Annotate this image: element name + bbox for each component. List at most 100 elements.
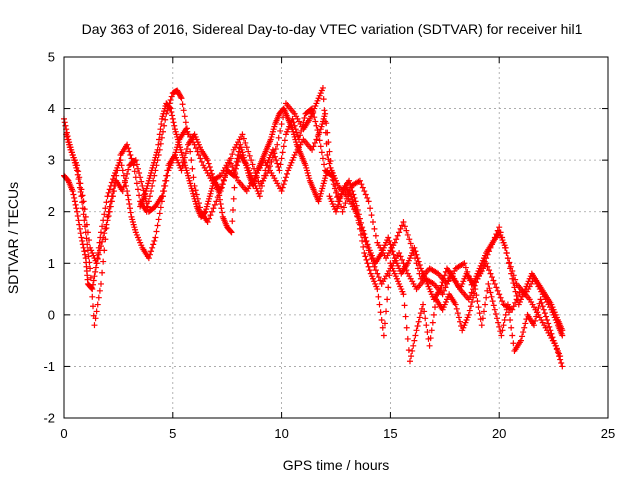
data-point xyxy=(326,148,333,155)
data-point xyxy=(325,156,332,163)
data-point xyxy=(510,280,517,287)
data-point xyxy=(89,293,96,300)
data-point xyxy=(422,315,429,322)
data-point xyxy=(322,129,329,136)
data-point xyxy=(72,201,79,208)
data-point xyxy=(503,249,510,256)
data-point xyxy=(94,255,101,262)
data-point xyxy=(79,237,86,244)
data-point xyxy=(274,141,281,148)
data-point xyxy=(519,333,526,340)
data-point xyxy=(134,165,141,172)
data-point xyxy=(355,211,362,218)
data-point xyxy=(211,201,218,208)
data-point xyxy=(204,157,211,164)
data-point xyxy=(84,241,91,248)
data-point xyxy=(276,167,283,174)
data-point xyxy=(188,157,195,164)
data-point xyxy=(281,177,288,184)
data-point xyxy=(315,131,322,138)
x-tick-label: 25 xyxy=(601,426,615,441)
data-point xyxy=(198,158,205,165)
data-point xyxy=(359,184,366,191)
data-point xyxy=(322,110,329,117)
data-point xyxy=(439,279,446,286)
y-axis-label: SDTVAR / TECUs xyxy=(5,182,21,294)
data-point xyxy=(232,162,239,169)
data-point xyxy=(145,255,152,262)
data-point xyxy=(105,213,112,220)
data-point xyxy=(269,146,276,153)
data-point xyxy=(126,200,133,207)
data-point xyxy=(324,167,331,174)
data-point xyxy=(397,253,404,260)
data-point xyxy=(364,241,371,248)
data-point xyxy=(559,363,566,370)
data-point xyxy=(319,155,326,162)
data-point xyxy=(78,186,85,193)
x-tick-label: 0 xyxy=(60,426,67,441)
data-point xyxy=(342,200,349,207)
data-point xyxy=(111,188,118,195)
data-point xyxy=(169,112,176,119)
data-point xyxy=(532,317,539,324)
data-point xyxy=(116,157,123,164)
data-point xyxy=(347,181,354,188)
data-point xyxy=(125,166,132,173)
data-point xyxy=(321,107,328,114)
data-point xyxy=(501,317,508,324)
data-point xyxy=(474,298,481,305)
data-point xyxy=(375,274,382,281)
data-point xyxy=(136,170,143,177)
data-point xyxy=(309,146,316,153)
data-point xyxy=(343,195,350,202)
data-point xyxy=(406,358,413,365)
data-point xyxy=(270,150,277,157)
data-point xyxy=(429,319,436,326)
data-point xyxy=(377,309,384,316)
data-point xyxy=(340,204,347,211)
data-point xyxy=(99,269,106,276)
data-point xyxy=(356,215,363,222)
data-point xyxy=(520,329,527,336)
data-point xyxy=(278,155,285,162)
data-point xyxy=(510,303,517,310)
data-point xyxy=(300,119,307,126)
data-point xyxy=(427,335,434,342)
data-point xyxy=(76,225,83,232)
data-point xyxy=(409,347,416,354)
data-point xyxy=(155,141,162,148)
data-point xyxy=(386,237,393,244)
data-point xyxy=(119,167,126,174)
y-tick-label: 2 xyxy=(48,204,55,219)
data-point xyxy=(354,206,361,213)
data-point xyxy=(222,174,229,181)
data-point xyxy=(160,188,167,195)
data-point xyxy=(329,176,336,183)
data-point xyxy=(101,211,108,218)
data-point xyxy=(396,229,403,236)
data-point xyxy=(335,201,342,208)
data-point xyxy=(423,322,430,329)
data-point xyxy=(475,304,482,311)
data-point xyxy=(275,134,282,141)
data-point xyxy=(321,161,328,168)
data-point xyxy=(131,168,138,175)
data-point xyxy=(426,342,433,349)
data-point xyxy=(277,127,284,134)
data-point xyxy=(367,205,374,212)
data-point xyxy=(233,158,240,165)
data-point xyxy=(183,145,190,152)
data-point xyxy=(349,188,356,195)
data-point xyxy=(546,323,553,330)
data-point xyxy=(351,194,358,201)
data-point xyxy=(164,167,171,174)
data-point xyxy=(229,151,236,158)
data-point xyxy=(473,292,480,299)
data-point xyxy=(400,291,407,298)
data-point xyxy=(182,119,189,126)
data-point xyxy=(195,151,202,158)
data-point xyxy=(483,294,490,301)
data-point xyxy=(85,253,92,260)
data-point xyxy=(297,132,304,139)
